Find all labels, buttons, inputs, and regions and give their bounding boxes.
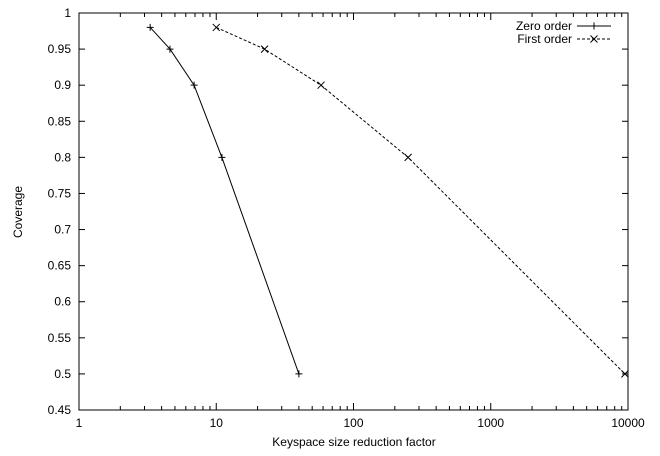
y-tick-label: 0.5 [54,367,71,381]
data-point [621,370,629,378]
data-point [166,45,174,53]
y-tick-label: 0.75 [48,186,72,200]
data-point [190,81,198,89]
y-tick-label: 0.55 [48,331,72,345]
y-tick-label: 0.6 [54,295,71,309]
legend-label: First order [517,32,572,46]
x-tick-label: 10 [210,416,224,430]
legend-marker [590,35,598,43]
y-tick-label: 0.7 [54,223,71,237]
data-point [317,81,325,90]
data-point [146,23,154,31]
x-tick-label: 1 [76,416,83,430]
y-tick-label: 0.65 [48,259,72,273]
y-axis-label: Coverage [11,186,25,238]
series-line-zero-order [149,27,300,375]
data-point [295,370,303,378]
data-point [260,45,269,53]
series-line-first-order [216,26,626,375]
legend-marker [590,22,598,30]
x-tick-label: 1000 [477,416,504,430]
y-tick-label: 1 [64,6,71,20]
plot-frame [78,12,629,411]
y-tick-label: 0.8 [54,150,71,164]
data-point [218,153,226,161]
y-tick-label: 0.95 [48,42,72,56]
x-axis-label: Keyspace size reduction factor [272,435,435,449]
data-point [212,23,221,32]
y-tick-label: 0.85 [48,114,72,128]
y-tick-label: 0.9 [54,78,71,92]
x-tick-label: 100 [343,416,363,430]
y-tick-label: 0.45 [48,403,72,417]
x-tick-label: 10000 [611,416,645,430]
data-point [404,153,412,162]
legend-label: Zero order [516,19,572,33]
